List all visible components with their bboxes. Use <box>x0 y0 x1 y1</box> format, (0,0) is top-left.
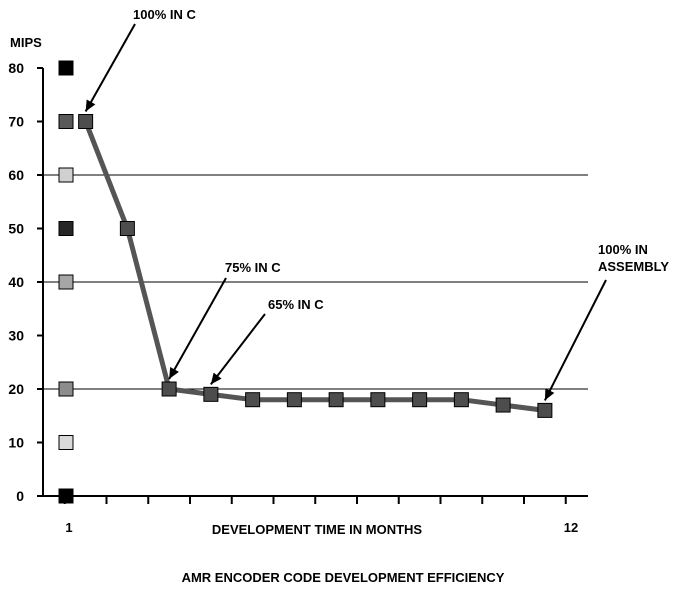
y-tick-label: 0 <box>16 488 24 504</box>
data-point <box>119 221 135 236</box>
y-tick-label: 50 <box>8 221 24 237</box>
annotation-arrow-head <box>210 372 222 385</box>
annotation-arrow-line <box>210 313 266 385</box>
legend-marker <box>58 274 74 290</box>
chart-title: AMR ENCODER CODE DEVELOPMENT EFFICIENCY <box>182 570 505 585</box>
data-point <box>286 392 302 408</box>
y-ticks: 0 10 20 30 40 50 60 70 80 <box>8 60 43 504</box>
data-point <box>161 381 177 397</box>
series-group <box>78 114 553 418</box>
data-point <box>370 392 386 408</box>
legend-marker <box>58 114 74 129</box>
y-tick-label: 80 <box>8 60 24 76</box>
annotation-arrow-line <box>168 277 227 380</box>
annotation-label: ASSEMBLY <box>598 259 669 274</box>
annotation-label: 100% IN C <box>133 7 196 22</box>
annotation-label: 65% IN C <box>268 297 324 312</box>
grid-lines <box>43 174 588 390</box>
y-axis-label: MIPS <box>10 35 42 50</box>
annotation-arrow-line <box>84 23 136 112</box>
data-point <box>453 392 469 408</box>
annotation-arrow-head <box>544 388 555 401</box>
data-point <box>245 392 261 408</box>
legend-marker <box>58 60 74 76</box>
legend-marker <box>58 488 74 504</box>
data-point <box>495 397 511 413</box>
y-tick-label: 20 <box>8 381 24 397</box>
annotation-arrow-line <box>543 279 607 401</box>
x-tick-label-last: 12 <box>564 520 578 535</box>
data-point <box>328 392 344 408</box>
legend-marker <box>58 435 74 450</box>
data-point <box>78 114 94 129</box>
legend-marker <box>58 221 74 236</box>
y-tick-label: 60 <box>8 167 24 183</box>
legend-marker <box>58 381 74 397</box>
y-tick-label: 30 <box>8 328 24 344</box>
legend-markers <box>58 60 74 504</box>
annotations-group: 100% IN C 75% IN C 65% IN C 100% IN ASSEMBLY <box>84 7 669 401</box>
data-point <box>537 402 553 418</box>
x-tick-label-first: 1 <box>65 520 72 535</box>
annotation-arrow-head <box>85 99 96 112</box>
legend-marker <box>58 167 74 183</box>
annotation-arrow-head <box>169 366 179 379</box>
data-point <box>203 386 219 402</box>
x-axis-label: DEVELOPMENT TIME IN MONTHS <box>212 522 423 537</box>
y-tick-label: 40 <box>8 274 24 290</box>
annotation-label: 100% IN <box>598 242 648 257</box>
x-ticks <box>63 496 567 504</box>
y-tick-label: 70 <box>8 114 24 130</box>
annotation-label: 75% IN C <box>225 260 281 275</box>
series-line <box>83 120 546 413</box>
y-tick-label: 10 <box>8 435 24 451</box>
data-point <box>412 392 428 408</box>
